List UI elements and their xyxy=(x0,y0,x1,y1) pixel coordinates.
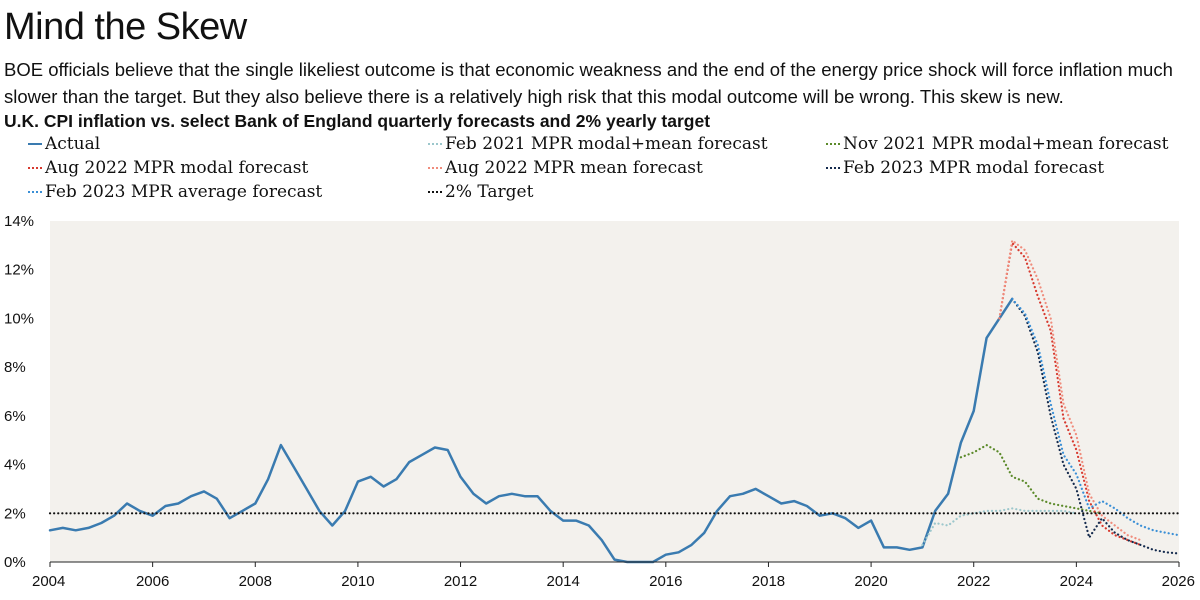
legend-label: Nov 2021 MPR modal+mean forecast xyxy=(843,134,1169,154)
page-subtitle: BOE officials believe that the single li… xyxy=(4,59,1173,107)
series-line-aug-2022-mpr-mean-forecast xyxy=(998,239,1142,542)
x-tick-label: 2022 xyxy=(957,573,990,590)
legend-label: Aug 2022 MPR mean forecast xyxy=(445,158,703,178)
legend-swatch-actual xyxy=(28,143,42,145)
page-title: Mind the Skew xyxy=(4,6,247,48)
chart-title: U.K. CPI inflation vs. select Bank of En… xyxy=(4,111,711,131)
axes-layer: 0% 2% 4% 6% 8% 10% 12% 14% 2004 2006 2008 2010 2012 2… xyxy=(4,213,1195,590)
legend-label: Aug 2022 MPR modal forecast xyxy=(45,158,309,178)
x-tick-label: 2020 xyxy=(854,573,887,590)
legend-item-aug2022-mean: Aug 2022 MPR mean forecast xyxy=(428,158,703,178)
y-tick-label: 8% xyxy=(4,359,26,376)
x-tick-label: 2004 xyxy=(32,573,65,590)
legend-label: Actual xyxy=(45,134,101,154)
chart-legend: Actual Feb 2021 MPR modal+mean forecast … xyxy=(0,134,1200,206)
x-tick-label: 2008 xyxy=(239,573,272,590)
x-tick-label: 2026 xyxy=(1162,573,1195,590)
legend-label: Feb 2023 MPR modal forecast xyxy=(843,158,1105,178)
legend-swatch-aug2022-modal xyxy=(28,167,42,169)
series-line-feb-2021-mpr-modal-mean-forecast xyxy=(921,507,1078,546)
legend-swatch-target xyxy=(428,191,442,193)
y-tick-label: 10% xyxy=(4,310,34,327)
x-tick-label: 2016 xyxy=(649,573,682,590)
legend-label: Feb 2023 MPR average forecast xyxy=(45,182,323,202)
series-line-nov-2021-mpr-modal-mean-forecast xyxy=(959,444,1104,515)
series-line-feb-2023-mpr-modal-forecast xyxy=(1011,297,1181,555)
legend-item-aug2022-modal: Aug 2022 MPR modal forecast xyxy=(28,158,308,178)
x-tick-label: 2012 xyxy=(444,573,477,590)
legend-label: 2% Target xyxy=(445,182,534,202)
legend-swatch-feb2021 xyxy=(428,143,442,145)
legend-label: Feb 2021 MPR modal+mean forecast xyxy=(445,134,768,154)
legend-item-target: 2% Target xyxy=(428,182,533,202)
legend-item-feb2021: Feb 2021 MPR modal+mean forecast xyxy=(428,134,768,154)
y-tick-label: 14% xyxy=(4,213,34,230)
x-tick-label: 2010 xyxy=(341,573,374,590)
y-tick-label: 4% xyxy=(4,457,26,474)
series-line-feb-2023-mpr-average-forecast xyxy=(1011,297,1181,537)
x-tick-label: 2024 xyxy=(1060,573,1093,590)
legend-swatch-feb2023-modal xyxy=(826,167,840,169)
x-tick-label: 2018 xyxy=(752,573,785,590)
series-line-aug-2022-mpr-modal-forecast xyxy=(998,241,1142,546)
line-chart: 0% 2% 4% 6% 8% 10% 12% 14% 2004 2006 2008 2010 2012 2… xyxy=(4,213,1195,590)
legend-item-feb2023-modal: Feb 2023 MPR modal forecast xyxy=(826,158,1104,178)
legend-item-nov2021: Nov 2021 MPR modal+mean forecast xyxy=(826,134,1168,154)
legend-item-feb2023-average: Feb 2023 MPR average forecast xyxy=(28,182,322,202)
x-tick-label: 2006 xyxy=(136,573,169,590)
y-tick-label: 12% xyxy=(4,262,34,279)
legend-swatch-feb2023-average xyxy=(28,191,42,193)
series-line-actual xyxy=(48,297,1014,564)
legend-swatch-nov2021 xyxy=(826,143,840,145)
y-tick-label: 6% xyxy=(4,408,26,425)
y-tick-label: 0% xyxy=(4,554,26,571)
y-tick-label: 2% xyxy=(4,505,26,522)
legend-item-actual: Actual xyxy=(28,134,100,154)
plot-background xyxy=(50,221,1179,562)
series-layer xyxy=(48,239,1181,564)
x-tick-label: 2014 xyxy=(546,573,579,590)
legend-swatch-aug2022-mean xyxy=(428,167,442,169)
